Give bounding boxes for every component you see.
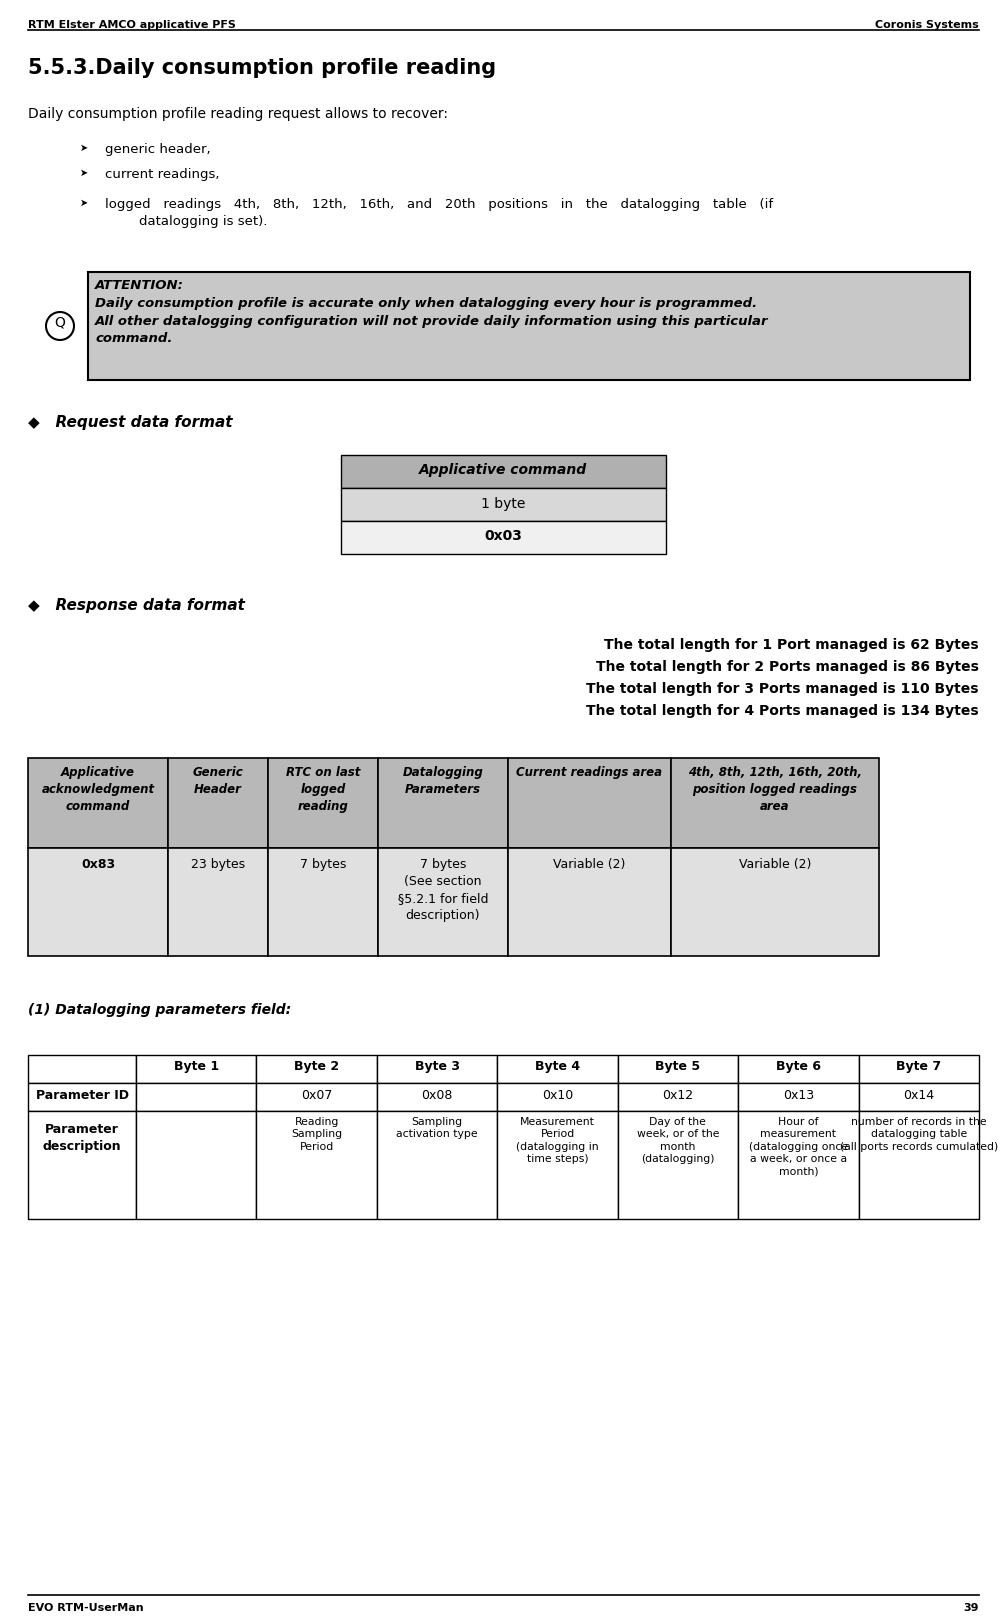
Text: RTC on last
logged
reading: RTC on last logged reading [286, 766, 361, 813]
Bar [671, 848, 879, 955]
Text: The total length for 1 Port managed is 62 Bytes: The total length for 1 Port managed is 6… [604, 637, 979, 652]
Text: 0x07: 0x07 [301, 1088, 332, 1101]
Text: ➤: ➤ [80, 169, 89, 178]
Text: generic header,: generic header, [105, 143, 210, 156]
Bar [257, 1111, 377, 1220]
Bar [88, 272, 970, 380]
Text: Measurement
Period
(datalogging in
time steps): Measurement Period (datalogging in time … [517, 1118, 599, 1165]
Text: ◆   Request data format: ◆ Request data format [28, 415, 233, 430]
Text: Parameter ID: Parameter ID [35, 1088, 129, 1101]
Text: Datalogging
Parameters: Datalogging Parameters [403, 766, 483, 796]
Text: Hour of
measurement
(datalogging once
a week, or once a
month): Hour of measurement (datalogging once a … [749, 1118, 848, 1176]
Bar [377, 1111, 497, 1220]
Bar [340, 488, 666, 521]
Bar [738, 1111, 859, 1220]
Bar [378, 757, 508, 848]
Bar [28, 1111, 136, 1220]
Bar [28, 848, 168, 955]
Text: EVO RTM-UserMan: EVO RTM-UserMan [28, 1603, 144, 1612]
Text: Day of the
week, or of the
month
(datalogging): Day of the week, or of the month (datalo… [636, 1118, 719, 1165]
Bar [377, 1054, 497, 1083]
Bar [671, 757, 879, 848]
Text: 0x12: 0x12 [663, 1088, 694, 1101]
Bar [257, 1054, 377, 1083]
Text: 7 bytes
(See section
§5.2.1 for field
description): 7 bytes (See section §5.2.1 for field de… [398, 858, 488, 921]
Text: 39: 39 [964, 1603, 979, 1612]
Text: ATTENTION:: ATTENTION: [95, 279, 184, 292]
Bar [168, 757, 268, 848]
Bar [28, 757, 168, 848]
Bar [859, 1111, 979, 1220]
Bar [508, 757, 671, 848]
Bar [738, 1054, 859, 1083]
Text: Generic
Header: Generic Header [192, 766, 244, 796]
Text: Applicative
acknowledgment
command: Applicative acknowledgment command [41, 766, 154, 813]
Bar [340, 521, 666, 555]
Bar [268, 757, 378, 848]
Text: Byte 5: Byte 5 [656, 1061, 701, 1074]
Text: Variable (2): Variable (2) [553, 858, 625, 871]
Text: 7 bytes: 7 bytes [300, 858, 346, 871]
Text: RTM Elster AMCO applicative PFS: RTM Elster AMCO applicative PFS [28, 19, 236, 29]
Text: The total length for 4 Ports managed is 134 Bytes: The total length for 4 Ports managed is … [586, 704, 979, 719]
Text: ➤: ➤ [80, 198, 89, 208]
Bar [508, 848, 671, 955]
Bar [168, 848, 268, 955]
Text: 23 bytes: 23 bytes [191, 858, 245, 871]
Text: current readings,: current readings, [105, 169, 220, 182]
Text: Byte 2: Byte 2 [294, 1061, 339, 1074]
Text: Byte 3: Byte 3 [415, 1061, 459, 1074]
Bar [136, 1083, 257, 1111]
Text: Variable (2): Variable (2) [739, 858, 812, 871]
Text: Current readings area: Current readings area [517, 766, 663, 779]
Text: number of records in the
datalogging table
(all ports records cumulated): number of records in the datalogging tab… [840, 1118, 998, 1152]
Bar [497, 1111, 617, 1220]
Text: Sampling
activation type: Sampling activation type [397, 1118, 478, 1139]
Text: 0x08: 0x08 [421, 1088, 453, 1101]
Bar [497, 1083, 617, 1111]
Text: Applicative command: Applicative command [419, 462, 587, 477]
Text: 0x10: 0x10 [542, 1088, 573, 1101]
Bar [136, 1111, 257, 1220]
Text: 0x13: 0x13 [782, 1088, 814, 1101]
Text: Q: Q [54, 316, 65, 329]
Text: Byte 4: Byte 4 [535, 1061, 580, 1074]
Text: 5.5.3.Daily consumption profile reading: 5.5.3.Daily consumption profile reading [28, 58, 496, 78]
Text: Byte 7: Byte 7 [896, 1061, 942, 1074]
Bar [257, 1083, 377, 1111]
Text: Daily consumption profile reading request allows to recover:: Daily consumption profile reading reques… [28, 107, 448, 122]
Bar [617, 1083, 738, 1111]
Bar [340, 456, 666, 488]
Bar [28, 1083, 136, 1111]
Bar [859, 1054, 979, 1083]
Bar [859, 1083, 979, 1111]
Bar [377, 1083, 497, 1111]
Text: 0x83: 0x83 [81, 858, 115, 871]
Bar [497, 1054, 617, 1083]
Text: 4th, 8th, 12th, 16th, 20th,
position logged readings
area: 4th, 8th, 12th, 16th, 20th, position log… [688, 766, 862, 813]
Bar [738, 1083, 859, 1111]
Bar [378, 848, 508, 955]
Text: The total length for 2 Ports managed is 86 Bytes: The total length for 2 Ports managed is … [596, 660, 979, 675]
Text: Byte 1: Byte 1 [173, 1061, 219, 1074]
Bar [268, 848, 378, 955]
Text: ➤: ➤ [80, 143, 89, 152]
Text: logged   readings   4th,   8th,   12th,   16th,   and   20th   positions   in   : logged readings 4th, 8th, 12th, 16th, an… [105, 198, 773, 229]
Bar [617, 1111, 738, 1220]
Text: Reading
Sampling
Period: Reading Sampling Period [291, 1118, 342, 1152]
Text: ◆   Response data format: ◆ Response data format [28, 599, 245, 613]
Bar [617, 1054, 738, 1083]
Text: Daily consumption profile is accurate only when datalogging every hour is progra: Daily consumption profile is accurate on… [95, 297, 768, 345]
Bar [136, 1054, 257, 1083]
Text: The total length for 3 Ports managed is 110 Bytes: The total length for 3 Ports managed is … [586, 681, 979, 696]
Text: 1 byte: 1 byte [480, 496, 526, 511]
Text: Parameter
description: Parameter description [42, 1122, 121, 1153]
Bar [28, 1054, 136, 1083]
Text: (1) Datalogging parameters field:: (1) Datalogging parameters field: [28, 1002, 291, 1017]
Text: 0x14: 0x14 [903, 1088, 934, 1101]
Circle shape [46, 311, 74, 341]
Text: Byte 6: Byte 6 [775, 1061, 821, 1074]
Text: 0x03: 0x03 [484, 529, 522, 543]
Text: Coronis Systems: Coronis Systems [875, 19, 979, 29]
